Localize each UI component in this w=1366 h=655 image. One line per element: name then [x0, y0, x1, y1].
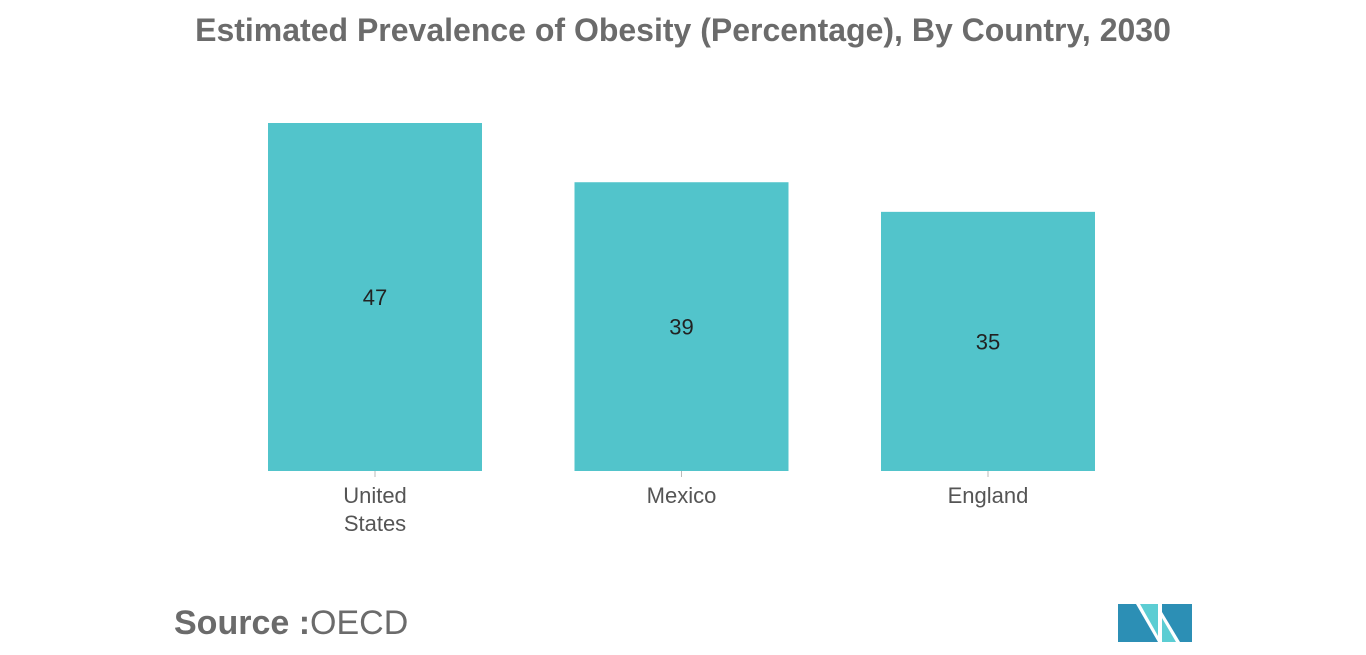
source-label: Source : [174, 604, 311, 642]
logo-middle-shape [1140, 604, 1158, 636]
logo-right-shape [1162, 604, 1192, 642]
data-label: 47 [363, 285, 387, 310]
bar-england [881, 211, 1095, 471]
x-tick-label: Mexico [647, 483, 717, 508]
x-tick-label: England [948, 483, 1029, 508]
logo-left-shape [1118, 604, 1158, 642]
x-tick-label: United States [343, 483, 407, 536]
chart-title: Estimated Prevalence of Obesity (Percent… [195, 12, 1171, 48]
data-label: 39 [669, 315, 693, 340]
brand-logo-icon [1118, 604, 1192, 642]
data-label: 35 [976, 329, 1000, 354]
source-value: OECD [310, 604, 409, 642]
bar-mexico [574, 182, 789, 471]
logo-accent-shape [1162, 618, 1176, 642]
bar-united-states [268, 123, 482, 471]
source-line: Source :OECD [174, 604, 408, 643]
